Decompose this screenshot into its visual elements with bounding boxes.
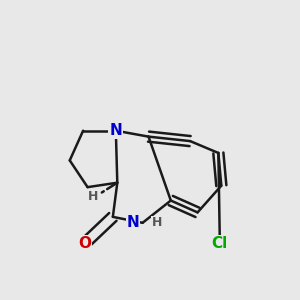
Text: N: N [127,215,140,230]
Text: N: N [110,123,122,138]
Text: Cl: Cl [212,236,228,251]
Text: O: O [78,236,91,251]
Text: H: H [152,216,162,229]
Text: H: H [88,190,98,203]
